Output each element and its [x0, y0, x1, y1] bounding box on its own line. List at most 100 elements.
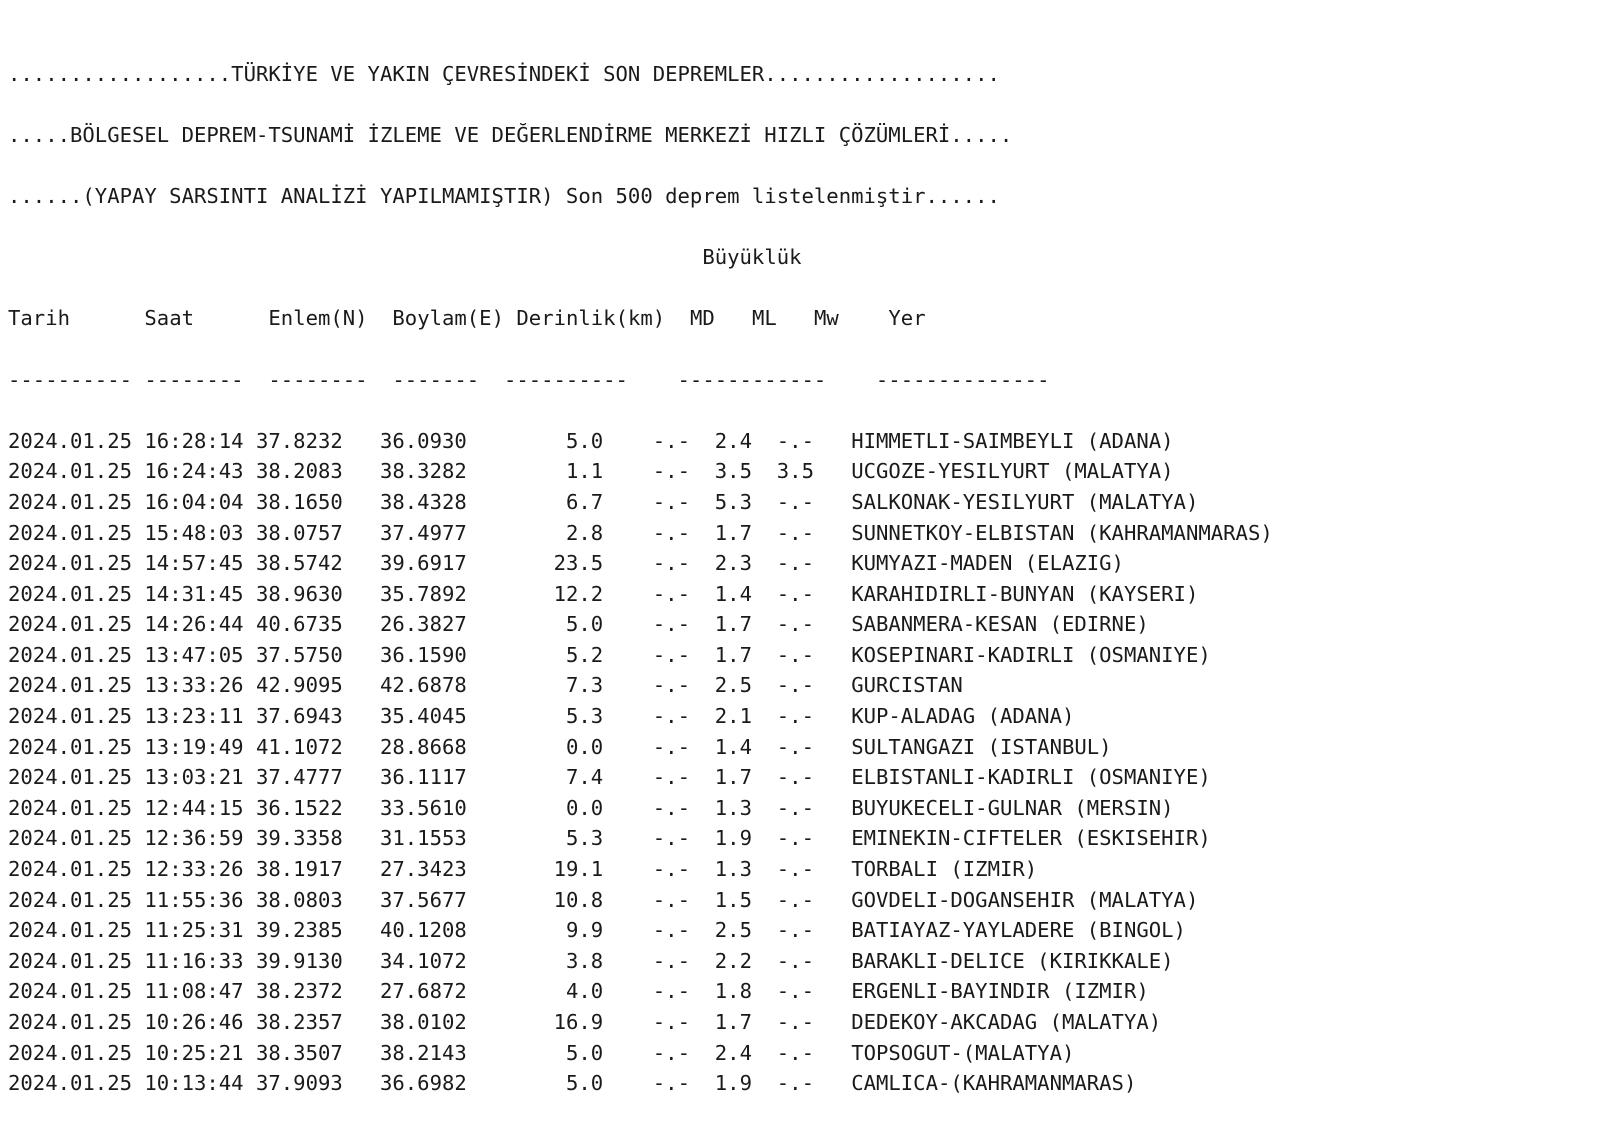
cell-tarih: 2024.01.25 — [8, 918, 145, 943]
cell-tarih: 2024.01.25 — [8, 612, 145, 637]
cell-mw: -.- — [776, 795, 852, 820]
cell-boylam: 31.1553 — [379, 826, 480, 851]
cell-yer: KUMYAZI-MADEN (ELAZIG) — [851, 551, 1124, 576]
column-header-md: MD — [689, 306, 752, 331]
table-row: 2024.01.25 12:44:15 36.1522 33.5610 0.0 … — [8, 793, 1273, 824]
cell-boylam: 26.3827 — [379, 612, 480, 637]
cell-enlem: 37.4777 — [255, 765, 380, 790]
table-row: 2024.01.25 10:25:21 38.3507 38.2143 5.0 … — [8, 1038, 1273, 1069]
cell-derinlik: 4.0 — [479, 979, 653, 1004]
cell-boylam: 38.2143 — [379, 1040, 480, 1065]
cell-boylam: 38.3282 — [379, 459, 480, 484]
cell-mw: -.- — [776, 1071, 852, 1096]
cell-mw: -.- — [776, 979, 852, 1004]
cell-ml: 5.3 — [714, 489, 777, 514]
cell-derinlik: 12.2 — [479, 581, 653, 606]
column-header-yer: Yer — [888, 306, 926, 331]
cell-mw: -.- — [776, 612, 852, 637]
cell-mw: -.- — [776, 765, 852, 790]
column-header-boylam: Boylam(E) — [392, 306, 517, 331]
cell-boylam: 36.1117 — [379, 765, 480, 790]
cell-ml: 2.2 — [714, 948, 777, 973]
cell-enlem: 41.1072 — [255, 734, 380, 759]
cell-ml: 1.7 — [714, 642, 777, 667]
cell-yer: TORBALI (IZMIR) — [851, 857, 1038, 882]
cell-yer: SUNNETKOY-ELBISTAN (KAHRAMANMARAS) — [851, 520, 1273, 545]
cell-saat: 12:33:26 — [144, 857, 256, 882]
cell-derinlik: 3.8 — [479, 948, 653, 973]
cell-yer: EMINEKIN-CIFTELER (ESKISEHIR) — [851, 826, 1211, 851]
cell-saat: 14:26:44 — [144, 612, 256, 637]
cell-derinlik: 0.0 — [479, 734, 653, 759]
cell-saat: 11:08:47 — [144, 979, 256, 1004]
cell-enlem: 38.0757 — [255, 520, 380, 545]
cell-md: -.- — [652, 826, 715, 851]
cell-md: -.- — [652, 979, 715, 1004]
cell-mw: -.- — [776, 857, 852, 882]
cell-boylam: 36.1590 — [379, 642, 480, 667]
cell-mw: -.- — [776, 826, 852, 851]
table-row: 2024.01.25 10:26:46 38.2357 38.0102 16.9… — [8, 1007, 1273, 1038]
cell-enlem: 36.1522 — [255, 795, 380, 820]
cell-enlem: 37.9093 — [255, 1071, 380, 1096]
cell-tarih: 2024.01.25 — [8, 857, 145, 882]
cell-derinlik: 5.0 — [479, 428, 653, 453]
cell-ml: 1.3 — [714, 795, 777, 820]
cell-saat: 16:28:14 — [144, 428, 256, 453]
cell-enlem: 42.9095 — [255, 673, 380, 698]
cell-derinlik: 23.5 — [479, 551, 653, 576]
cell-ml: 2.4 — [714, 1040, 777, 1065]
cell-yer: KARAHIDIRLI-BUNYAN (KAYSERI) — [851, 581, 1199, 606]
table-row: 2024.01.25 13:33:26 42.9095 42.6878 7.3 … — [8, 670, 1273, 701]
cell-derinlik: 19.1 — [479, 857, 653, 882]
cell-mw: -.- — [776, 948, 852, 973]
cell-mw: -.- — [776, 551, 852, 576]
cell-tarih: 2024.01.25 — [8, 551, 145, 576]
cell-saat: 15:48:03 — [144, 520, 256, 545]
cell-md: -.- — [652, 642, 715, 667]
cell-boylam: 28.8668 — [379, 734, 480, 759]
cell-tarih: 2024.01.25 — [8, 1010, 145, 1034]
cell-ml: 1.9 — [714, 826, 777, 851]
cell-enlem: 38.2372 — [255, 979, 380, 1004]
cell-tarih: 2024.01.25 — [8, 795, 145, 820]
cell-enlem: 38.1650 — [255, 489, 380, 514]
cell-yer: KOSEPINARI-KADIRLI (OSMANIYE) — [851, 642, 1211, 667]
cell-md: -.- — [652, 765, 715, 790]
cell-tarih: 2024.01.25 — [8, 459, 145, 484]
cell-ml: 3.5 — [714, 459, 777, 484]
cell-enlem: 39.2385 — [255, 918, 380, 943]
cell-tarih: 2024.01.25 — [8, 489, 145, 514]
cell-mw: -.- — [776, 1010, 852, 1034]
cell-tarih: 2024.01.25 — [8, 520, 145, 545]
cell-tarih: 2024.01.25 — [8, 826, 145, 851]
cell-derinlik: 1.1 — [479, 459, 653, 484]
cell-mw: -.- — [776, 704, 852, 729]
cell-derinlik: 9.9 — [479, 918, 653, 943]
cell-md: -.- — [652, 551, 715, 576]
cell-derinlik: 5.0 — [479, 1071, 653, 1096]
cell-saat: 11:25:31 — [144, 918, 256, 943]
cell-saat: 10:13:44 — [144, 1071, 256, 1096]
cell-saat: 10:25:21 — [144, 1040, 256, 1065]
cell-tarih: 2024.01.25 — [8, 1040, 145, 1065]
cell-yer: SULTANGAZI (ISTANBUL) — [851, 734, 1112, 759]
cell-derinlik: 5.3 — [479, 826, 653, 851]
table-row: 2024.01.25 11:16:33 39.9130 34.1072 3.8 … — [8, 946, 1273, 977]
cell-boylam: 42.6878 — [379, 673, 480, 698]
table-row: 2024.01.25 12:36:59 39.3358 31.1553 5.3 … — [8, 823, 1273, 854]
cell-yer: GURCISTAN — [851, 673, 963, 698]
cell-saat: 16:04:04 — [144, 489, 256, 514]
cell-mw: -.- — [776, 673, 852, 698]
magnitude-group-header: Büyüklük — [8, 242, 1273, 273]
cell-mw: -.- — [776, 642, 852, 667]
cell-md: -.- — [652, 948, 715, 973]
cell-boylam: 38.0102 — [379, 1010, 480, 1034]
cell-derinlik: 16.9 — [479, 1010, 653, 1034]
cell-enlem: 37.5750 — [255, 642, 380, 667]
cell-enlem: 37.8232 — [255, 428, 380, 453]
cell-boylam: 39.6917 — [379, 551, 480, 576]
cell-ml: 1.7 — [714, 612, 777, 637]
separator-line: ---------- -------- -------- ------- ---… — [8, 367, 1050, 392]
cell-derinlik: 5.2 — [479, 642, 653, 667]
